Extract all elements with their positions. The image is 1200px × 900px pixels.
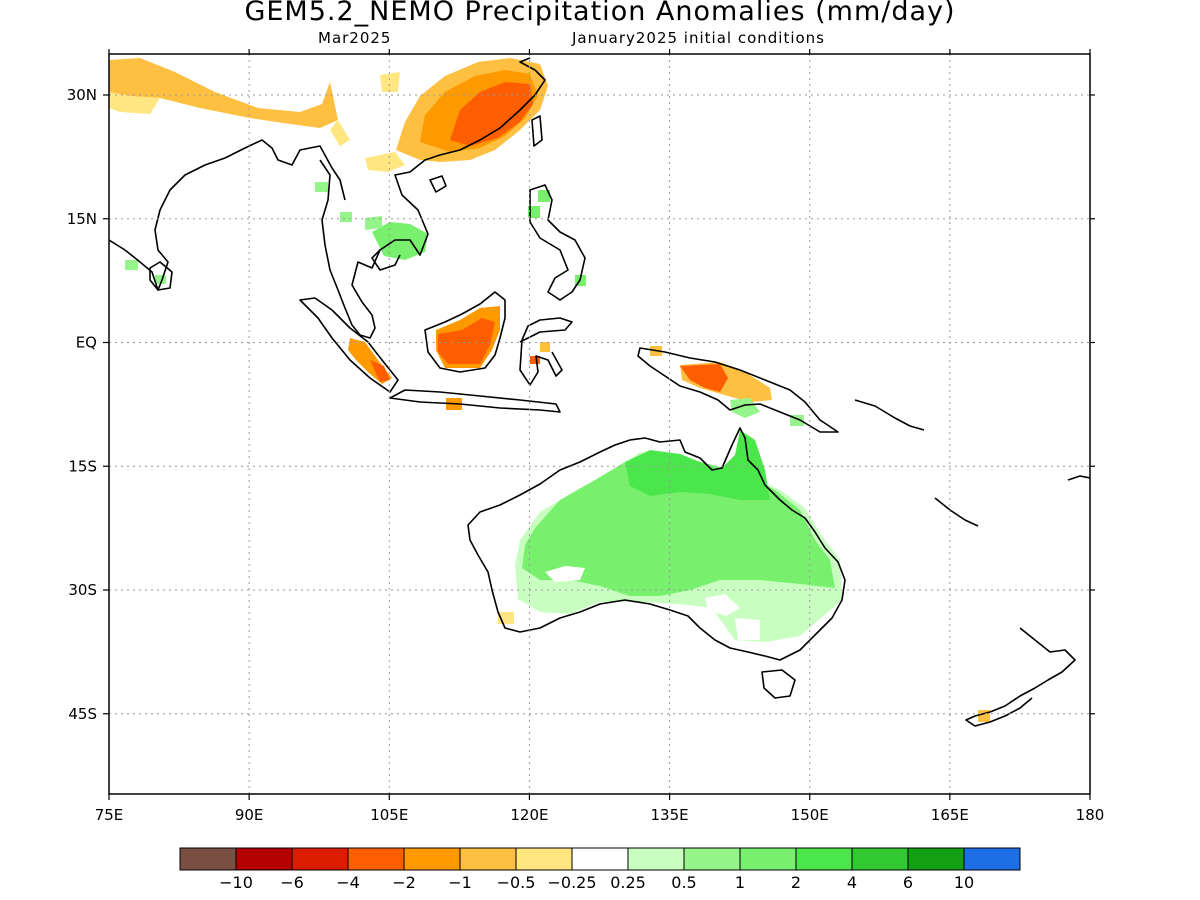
colorbar-swatch bbox=[235, 847, 293, 871]
plot-frame bbox=[108, 53, 1091, 795]
anomaly-sumatra-red bbox=[370, 360, 390, 382]
colorbar-swatch bbox=[683, 847, 741, 871]
anomaly-indochina-light bbox=[125, 182, 382, 284]
axes: 75E 90E 105E 120E 135E 150E 165E 180 30N 15N EQ 15S… bbox=[67, 49, 1105, 824]
colorbar-swatch bbox=[179, 847, 237, 871]
lon-tick-label: 105E bbox=[370, 806, 408, 824]
coast-australia bbox=[467, 427, 846, 661]
lon-tick-label: 150E bbox=[791, 806, 829, 824]
colorbar-label: 1 bbox=[735, 873, 745, 892]
colorbar-swatch bbox=[515, 847, 573, 871]
colorbar-label: 0.25 bbox=[610, 873, 646, 892]
colorbar-label: −4 bbox=[336, 873, 360, 892]
coast-nz-north bbox=[1019, 627, 1076, 689]
lat-tick-label: 30N bbox=[67, 86, 97, 104]
coast-fiji bbox=[1067, 475, 1090, 481]
anomaly-indochina bbox=[372, 222, 428, 260]
anomaly-borneo bbox=[438, 318, 495, 364]
colorbar: −10 −6 −4 −2 −1 −0.5 −0.25 0.25 0.5 1 2 4 6 10 bbox=[179, 847, 1021, 892]
anomaly-australia-gap bbox=[515, 600, 540, 625]
anomaly-australia-white bbox=[545, 566, 760, 640]
colorbar-swatch bbox=[739, 847, 797, 871]
coast-java bbox=[389, 389, 561, 413]
anomaly-philippines bbox=[528, 190, 586, 286]
initial-conditions: January2025 initial conditions bbox=[572, 29, 825, 47]
coast-borneo bbox=[424, 291, 506, 373]
colorbar-swatch bbox=[347, 847, 405, 871]
coast-malay bbox=[337, 57, 546, 339]
coast-sri-lanka bbox=[149, 261, 173, 291]
colorbar-swatch bbox=[907, 847, 965, 871]
anomaly-shading bbox=[109, 58, 990, 722]
lon-tick-label: 165E bbox=[931, 806, 969, 824]
colorbar-label: −1 bbox=[448, 873, 472, 892]
colorbar-label: −0.5 bbox=[497, 873, 536, 892]
map-title: GEM5.2_NEMO Precipitation Anomalies (mm/… bbox=[244, 0, 956, 27]
lon-tick-label: 90E bbox=[235, 806, 264, 824]
colorbar-swatch bbox=[459, 847, 517, 871]
coast-taiwan bbox=[531, 115, 543, 147]
coast-tasmania bbox=[761, 669, 796, 699]
coast-hainan bbox=[429, 175, 447, 193]
coast-indochina-gulf bbox=[371, 249, 401, 271]
colorbar-label: 0.5 bbox=[671, 873, 696, 892]
colorbar-label: 2 bbox=[791, 873, 801, 892]
colorbar-label: −2 bbox=[392, 873, 416, 892]
lat-tick-label: 15S bbox=[68, 457, 97, 475]
colorbar-swatch bbox=[571, 847, 629, 871]
lon-tick-label: 180 bbox=[1076, 806, 1105, 824]
anomaly-new-guinea-green bbox=[730, 398, 804, 426]
colorbar-label: 4 bbox=[847, 873, 857, 892]
anomaly-new-guinea bbox=[680, 364, 728, 392]
lat-tick-label: 30S bbox=[68, 581, 97, 599]
colorbar-label: 6 bbox=[903, 873, 913, 892]
anomaly-himalaya-band bbox=[109, 58, 338, 128]
coast-sumatra bbox=[299, 297, 399, 393]
colorbar-swatch bbox=[963, 847, 1021, 871]
coast-sulawesi bbox=[519, 317, 573, 386]
colorbar-label: −6 bbox=[280, 873, 304, 892]
coast-solomon bbox=[854, 399, 925, 431]
coast-philippines bbox=[529, 184, 586, 301]
coast-india bbox=[109, 139, 346, 291]
anomaly-australia-north bbox=[625, 430, 770, 500]
coast-vanuatu bbox=[934, 497, 979, 527]
coastlines bbox=[109, 57, 1090, 727]
coast-myanmar bbox=[319, 159, 339, 291]
colorbar-swatch bbox=[851, 847, 909, 871]
lon-tick-label: 135E bbox=[651, 806, 689, 824]
coast-new-guinea bbox=[637, 347, 839, 433]
graticule bbox=[109, 54, 1090, 794]
colorbar-label: −10 bbox=[219, 873, 253, 892]
colorbar-label: 10 bbox=[954, 873, 974, 892]
colorbar-swatch bbox=[627, 847, 685, 871]
colorbar-swatch bbox=[795, 847, 853, 871]
colorbar-swatch bbox=[403, 847, 461, 871]
lat-tick-label: 15N bbox=[67, 210, 97, 228]
lat-tick-label: 45S bbox=[68, 705, 97, 723]
colorbar-swatch bbox=[291, 847, 349, 871]
anomaly-south-china bbox=[450, 82, 533, 146]
colorbar-label: −0.25 bbox=[547, 873, 596, 892]
lon-tick-label: 120E bbox=[510, 806, 548, 824]
lon-tick-label: 75E bbox=[95, 806, 124, 824]
forecast-month: Mar2025 bbox=[318, 29, 392, 47]
lat-tick-label: EQ bbox=[76, 334, 97, 352]
coast-nz-south bbox=[965, 687, 1036, 727]
anomaly-china-light bbox=[365, 152, 405, 172]
